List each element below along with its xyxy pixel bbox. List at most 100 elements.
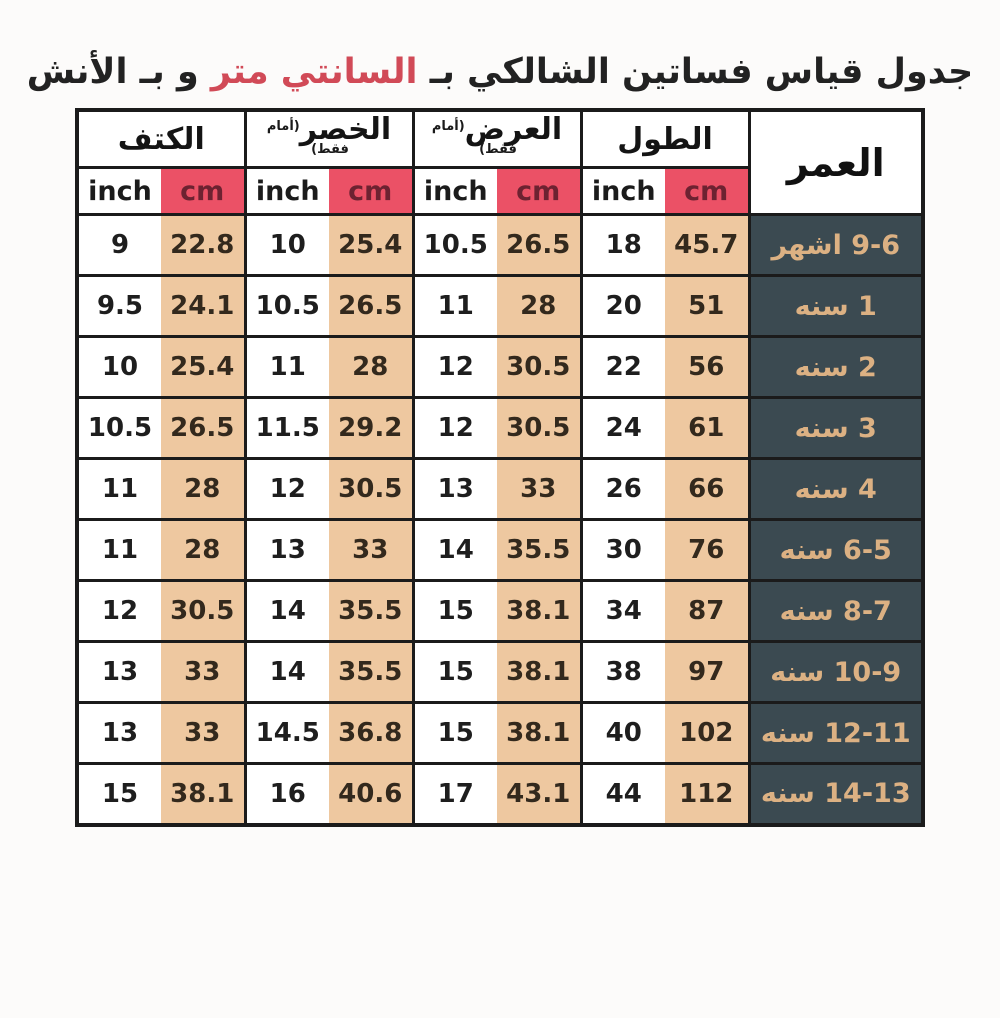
age-cell: 14-13 سنه	[747, 762, 925, 826]
length-cm-cell: 102	[665, 701, 751, 765]
shoulder-inch-cell: 13	[75, 701, 161, 765]
width-inch-cell: 15	[411, 701, 497, 765]
header-width-sublabel: (أمام فقط)	[431, 119, 517, 157]
width-inch-cell: 15	[411, 579, 497, 643]
waist-inch-cell: 14.5	[243, 701, 329, 765]
waist-inch-cell: 11.5	[243, 396, 329, 460]
shoulder-cm-cell: 33	[161, 640, 247, 704]
unit-cm-waist: cm	[329, 166, 415, 216]
width-cm-cell: 30.5	[497, 396, 583, 460]
width-cm-cell: 43.1	[497, 762, 583, 826]
waist-inch-cell: 11	[243, 335, 329, 399]
shoulder-cm-cell: 33	[161, 701, 247, 765]
width-cm-cell: 38.1	[497, 701, 583, 765]
shoulder-cm-cell: 28	[161, 518, 247, 582]
table-row: 12 30.5 14 35.5 15 38.1 34 87 8-7 سنه	[75, 579, 925, 643]
waist-inch-cell: 12	[243, 457, 329, 521]
length-cm-cell: 45.7	[665, 213, 751, 277]
unit-cm-length: cm	[665, 166, 751, 216]
table-row: 11 28 12 30.5 13 33 26 66 4 سنه	[75, 457, 925, 521]
width-cm-cell: 28	[497, 274, 583, 338]
unit-inch-shoulder: inch	[75, 166, 161, 216]
waist-inch-cell: 14	[243, 579, 329, 643]
length-cm-cell: 61	[665, 396, 751, 460]
shoulder-cm-cell: 28	[161, 457, 247, 521]
width-inch-cell: 17	[411, 762, 497, 826]
waist-cm-cell: 28	[329, 335, 415, 399]
shoulder-cm-cell: 25.4	[161, 335, 247, 399]
length-inch-cell: 40	[579, 701, 665, 765]
header-shoulder-label: الكتف	[117, 121, 205, 157]
title-part2: و بـ الأنش	[26, 52, 211, 92]
length-inch-cell: 22	[579, 335, 665, 399]
shoulder-inch-cell: 13	[75, 640, 161, 704]
shoulder-inch-cell: 11	[75, 457, 161, 521]
width-inch-cell: 12	[411, 396, 497, 460]
unit-inch-width: inch	[411, 166, 497, 216]
age-cell: 2 سنه	[747, 335, 925, 399]
unit-inch-length: inch	[579, 166, 665, 216]
waist-cm-cell: 35.5	[329, 640, 415, 704]
table-row: 13 33 14.5 36.8 15 38.1 40 102 12-11 سنه	[75, 701, 925, 765]
length-cm-cell: 56	[665, 335, 751, 399]
shoulder-inch-cell: 15	[75, 762, 161, 826]
size-chart-table: الكتف الخصر(أمام فقط) العرض(أمام فقط) ال…	[75, 108, 925, 827]
shoulder-inch-cell: 10.5	[75, 396, 161, 460]
title-part1: جدول قياس فساتين الشالكي بـ	[417, 52, 974, 92]
age-cell: 1 سنه	[747, 274, 925, 338]
unit-inch-waist: inch	[243, 166, 329, 216]
shoulder-cm-cell: 24.1	[161, 274, 247, 338]
table-row: 9 22.8 10 25.4 10.5 26.5 18 45.7 9-6 اشه…	[75, 213, 925, 277]
waist-cm-cell: 26.5	[329, 274, 415, 338]
table-row: 10.5 26.5 11.5 29.2 12 30.5 24 61 3 سنه	[75, 396, 925, 460]
shoulder-inch-cell: 12	[75, 579, 161, 643]
length-cm-cell: 66	[665, 457, 751, 521]
waist-cm-cell: 40.6	[329, 762, 415, 826]
waist-cm-cell: 33	[329, 518, 415, 582]
width-inch-cell: 12	[411, 335, 497, 399]
width-cm-cell: 33	[497, 457, 583, 521]
shoulder-inch-cell: 9	[75, 213, 161, 277]
waist-inch-cell: 10	[243, 213, 329, 277]
header-waist-sublabel: (أمام فقط)	[266, 119, 349, 157]
shoulder-cm-cell: 26.5	[161, 396, 247, 460]
length-cm-cell: 97	[665, 640, 751, 704]
header-width-label: العرض	[464, 112, 563, 147]
shoulder-inch-cell: 10	[75, 335, 161, 399]
header-length-label: الطول	[617, 121, 713, 157]
header-waist-label: الخصر	[299, 112, 392, 147]
waist-cm-cell: 30.5	[329, 457, 415, 521]
header-width: العرض(أمام فقط)	[411, 108, 583, 169]
waist-inch-cell: 13	[243, 518, 329, 582]
width-inch-cell: 10.5	[411, 213, 497, 277]
age-cell: 4 سنه	[747, 457, 925, 521]
length-inch-cell: 38	[579, 640, 665, 704]
waist-cm-cell: 29.2	[329, 396, 415, 460]
age-cell: 10-9 سنه	[747, 640, 925, 704]
shoulder-cm-cell: 22.8	[161, 213, 247, 277]
length-inch-cell: 20	[579, 274, 665, 338]
header-length: الطول	[579, 108, 751, 169]
length-cm-cell: 51	[665, 274, 751, 338]
age-cell: 3 سنه	[747, 396, 925, 460]
length-inch-cell: 34	[579, 579, 665, 643]
width-inch-cell: 11	[411, 274, 497, 338]
age-cell: 12-11 سنه	[747, 701, 925, 765]
table-row: 11 28 13 33 14 35.5 30 76 6-5 سنه	[75, 518, 925, 582]
width-cm-cell: 30.5	[497, 335, 583, 399]
length-cm-cell: 112	[665, 762, 751, 826]
table-row: 10 25.4 11 28 12 30.5 22 56 2 سنه	[75, 335, 925, 399]
header-waist: الخصر(أمام فقط)	[243, 108, 415, 169]
shoulder-inch-cell: 11	[75, 518, 161, 582]
length-cm-cell: 76	[665, 518, 751, 582]
title-highlight: السانتي متر	[210, 52, 418, 92]
table-row: 9.5 24.1 10.5 26.5 11 28 20 51 1 سنه	[75, 274, 925, 338]
width-cm-cell: 35.5	[497, 518, 583, 582]
header-age: العمر	[747, 108, 925, 216]
width-cm-cell: 26.5	[497, 213, 583, 277]
length-inch-cell: 26	[579, 457, 665, 521]
waist-cm-cell: 25.4	[329, 213, 415, 277]
length-inch-cell: 30	[579, 518, 665, 582]
width-inch-cell: 13	[411, 457, 497, 521]
age-cell: 8-7 سنه	[747, 579, 925, 643]
